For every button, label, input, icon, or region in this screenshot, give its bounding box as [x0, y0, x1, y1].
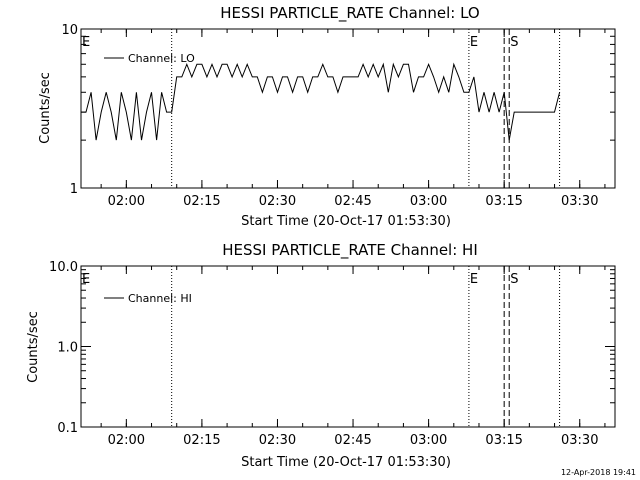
legend-label: Channel: HI	[128, 292, 192, 305]
x-tick-label: 02:45	[334, 194, 371, 209]
event-marker-label: S	[510, 272, 518, 287]
chart-title: HESSI PARTICLE_RATE Channel: LO	[220, 4, 479, 23]
x-ticks: 02:00 02:15 02:30 02:45 03:00 03:15 03:30	[100, 29, 606, 209]
x-axis-label: Start Time (20-Oct-17 01:53:30)	[241, 214, 451, 229]
series-layer	[81, 62, 561, 141]
y-tick-label: 0.1	[57, 421, 78, 436]
x-tick-label: 03:15	[485, 433, 522, 448]
x-tick-label: 02:15	[183, 433, 220, 448]
x-ticks: 02:00 02:15 02:30 02:45 03:00 03:15 03:30	[100, 266, 606, 448]
y-ticks: 1 10	[61, 23, 615, 197]
y-tick-label: 1.0	[57, 341, 78, 356]
x-tick-label: 02:30	[259, 194, 296, 209]
chart-panel-lo: HESSI PARTICLE_RATE Channel: LO Counts/s…	[38, 4, 616, 229]
event-marker-label: S	[510, 35, 518, 50]
x-tick-label: 03:00	[410, 433, 447, 448]
timestamp: 12-Apr-2018 19:41	[561, 468, 636, 477]
x-tick-label: 02:45	[334, 433, 371, 448]
x-tick-label: 02:00	[108, 433, 145, 448]
x-tick-label: 02:00	[108, 194, 145, 209]
series-line	[81, 62, 561, 141]
y-axis-label: Counts/sec	[26, 311, 41, 383]
event-marker-label: E	[470, 272, 478, 287]
y-tick-label: 10	[61, 23, 78, 38]
legend: Channel: LO	[104, 52, 195, 65]
y-tick-label: 10.0	[49, 260, 78, 275]
x-tick-label: 03:30	[561, 433, 598, 448]
chart-title: HESSI PARTICLE_RATE Channel: HI	[222, 241, 478, 260]
x-tick-label: 02:30	[259, 433, 296, 448]
legend-label: Channel: LO	[128, 52, 195, 65]
x-tick-label: 03:15	[485, 194, 522, 209]
x-tick-label: 02:15	[183, 194, 220, 209]
x-tick-label: 03:30	[561, 194, 598, 209]
event-marker-label: E	[82, 35, 90, 50]
event-marker-label: E	[82, 272, 90, 287]
chart-panel-hi: HESSI PARTICLE_RATE Channel: HI Counts/s…	[26, 241, 616, 470]
y-ticks: 0.1 1.0 10.0	[49, 260, 615, 436]
legend: Channel: HI	[104, 292, 192, 305]
y-axis-label: Counts/sec	[38, 72, 53, 144]
event-marker-label: E	[470, 35, 478, 50]
x-axis-label: Start Time (20-Oct-17 01:53:30)	[241, 455, 451, 470]
y-tick-label: 1	[70, 182, 78, 197]
plot-frame	[80, 28, 616, 189]
x-tick-label: 03:00	[410, 194, 447, 209]
